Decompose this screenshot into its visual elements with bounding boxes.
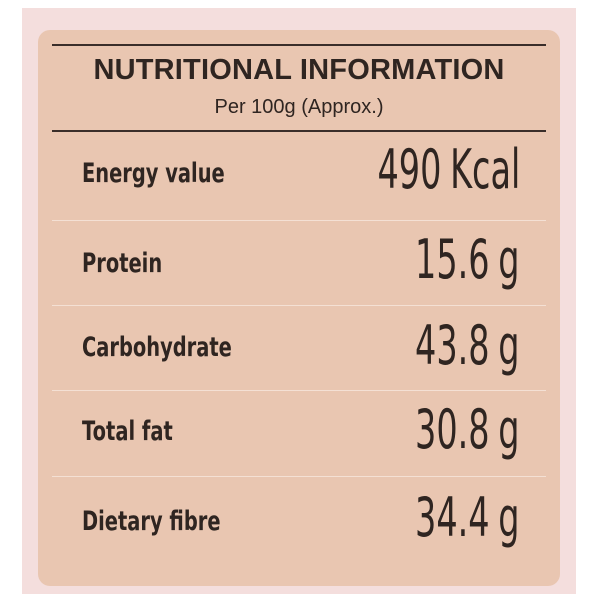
row-label: Energy value [82,158,225,189]
subtitle: Per 100g (Approx.) [214,96,384,118]
row-separator [52,305,546,306]
amount: 43.8 [415,314,491,377]
unit: g [498,398,520,461]
row-label: Total fat [82,416,173,447]
row-value: 15.6 g [416,228,520,291]
row-separator [52,390,546,391]
row-label: Protein [82,248,163,279]
unit: g [498,486,520,549]
row-value: 34.4 g [416,486,520,549]
title: NUTRITIONAL INFORMATION [93,54,505,86]
row-value: 43.8 g [416,314,520,377]
amount: 34.4 [415,486,491,549]
row-label: Dietary fibre [82,506,221,537]
unit: Kcal [449,138,520,201]
row-separator [52,476,546,477]
top-rule [52,44,546,46]
amount: 490 [377,138,442,201]
amount: 30.8 [415,398,491,461]
unit: g [498,314,520,377]
header-rule [52,130,546,132]
row-label: Carbohydrate [82,332,232,363]
unit: g [498,228,520,291]
row-value: 30.8 g [416,398,520,461]
nutrition-panel: NUTRITIONAL INFORMATION Per 100g (Approx… [38,30,560,586]
row-separator [52,220,546,221]
row-value: 490 Kcal [377,138,520,201]
amount: 15.6 [415,228,491,291]
